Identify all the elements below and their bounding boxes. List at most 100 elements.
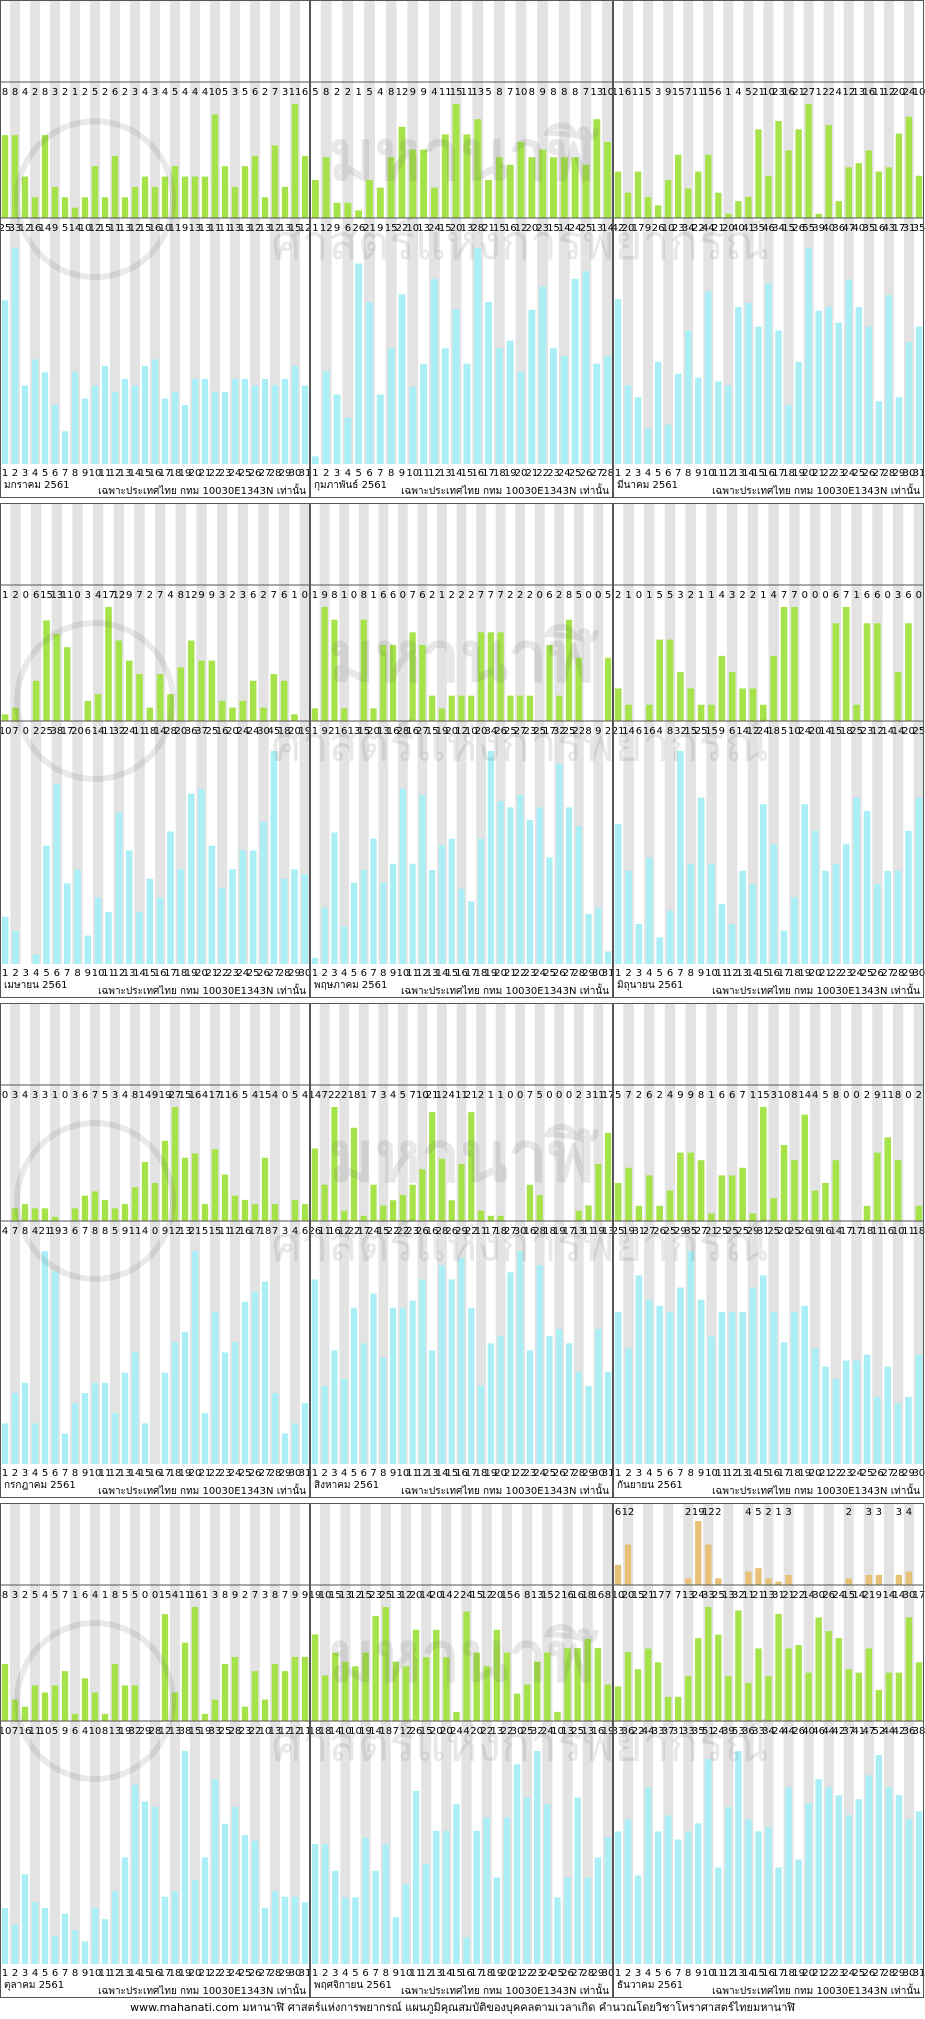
day-stripe — [50, 1003, 60, 1464]
value-label-mid: 10 — [515, 87, 528, 98]
bar-bottom — [146, 878, 154, 964]
value-label-mid: 25 — [712, 1590, 725, 1601]
day-stripe — [113, 503, 124, 964]
bar-bottom — [483, 1817, 490, 1964]
x-tick-label: 5 — [42, 1468, 48, 1479]
value-label-bottom: 34 — [484, 726, 497, 737]
day-stripe — [340, 1503, 351, 1964]
bar-mid — [845, 167, 852, 218]
value-label-bottom: 11 — [169, 223, 182, 234]
value-label-mid: 1 — [102, 1590, 108, 1601]
value-label-mid: 12 — [396, 87, 409, 98]
bar-mid — [765, 175, 772, 218]
x-tick-label: 27 — [267, 968, 280, 979]
panel-border — [0, 503, 310, 998]
day-stripe — [554, 503, 565, 964]
day-stripe — [593, 503, 604, 964]
day-stripe — [763, 0, 774, 464]
value-label-mid: 5 — [52, 1590, 58, 1601]
x-tick-label: 15 — [139, 468, 152, 479]
bar-bottom — [677, 751, 684, 964]
value-label-mid: 7 — [488, 590, 494, 601]
value-label-mid: 5 — [366, 87, 372, 98]
day-stripe — [851, 503, 862, 964]
x-tick-label: 14 — [440, 1968, 453, 1979]
value-label-bottom: 10 — [159, 223, 172, 234]
value-label-bottom: 6 — [341, 726, 347, 737]
value-label-mid: 4 — [449, 1090, 455, 1101]
value-label-mid: 5 — [102, 1090, 108, 1101]
value-label-mid: 1 — [72, 1590, 78, 1601]
value-label-bottom: 13 — [377, 726, 390, 737]
x-tick-label: 23 — [219, 1968, 232, 1979]
x-tick-label: 10 — [702, 468, 715, 479]
day-stripe — [217, 503, 228, 964]
value-label-bottom: 10 — [339, 1726, 352, 1737]
value-label-mid: 4 — [377, 87, 383, 98]
x-tick-label: 3 — [331, 968, 337, 979]
day-stripe — [290, 0, 300, 464]
value-label-bottom: 31 — [757, 1226, 770, 1237]
value-label-bottom: 23 — [239, 1726, 252, 1737]
bar-bottom — [360, 870, 367, 964]
bar-bottom — [493, 1877, 501, 1964]
value-label-mid: 14 — [309, 1090, 322, 1101]
bar-mid — [526, 1184, 534, 1221]
x-tick-label: 20 — [802, 1968, 815, 1979]
bar-bottom — [301, 874, 309, 964]
bar-bottom — [554, 1897, 561, 1964]
x-tick-label: 24 — [236, 968, 249, 979]
bar-mid — [780, 607, 788, 721]
value-label-mid: 0 — [351, 590, 357, 601]
value-label-mid: 5 — [222, 87, 228, 98]
x-tick-label: 18 — [788, 1468, 801, 1479]
x-tick-label: 10 — [89, 1968, 102, 1979]
value-label-bottom: 16 — [19, 1726, 32, 1737]
value-label-bottom: 33 — [209, 1726, 222, 1737]
bar-mid — [725, 1676, 732, 1721]
x-tick-label: 30 — [298, 968, 311, 979]
value-label-bottom: 25 — [40, 726, 53, 737]
bar-mid — [526, 695, 534, 721]
bar-mid — [749, 1213, 757, 1221]
value-label-mid: 4 — [667, 1090, 673, 1101]
value-label-bottom: 15 — [377, 1226, 390, 1237]
x-tick-label: 5 — [42, 1968, 48, 1979]
value-label-mid: 15 — [470, 1590, 483, 1601]
value-label-bottom: 13 — [581, 1726, 594, 1737]
value-label-mid: 16 — [862, 87, 875, 98]
bar-mid — [370, 1184, 377, 1221]
bar-mid — [791, 1160, 798, 1221]
bar-mid — [91, 166, 99, 218]
bar-mid — [759, 1107, 767, 1221]
x-tick-label: 30 — [912, 968, 925, 979]
value-label-bottom: 36 — [832, 223, 845, 234]
x-tick-label: 28 — [892, 1468, 905, 1479]
bar-mid — [815, 1617, 822, 1721]
value-label-bottom: 8 — [667, 726, 673, 737]
bar-bottom — [156, 897, 164, 964]
bar-mid — [412, 1629, 420, 1721]
bar-bottom — [350, 1307, 358, 1464]
value-label-mid: 5 — [292, 1090, 298, 1101]
bar-bottom — [41, 372, 49, 464]
bar-bottom — [131, 385, 139, 464]
value-label-bottom: 11 — [219, 223, 232, 234]
bar-mid — [187, 640, 195, 721]
value-label-bottom: 16 — [387, 726, 400, 737]
value-label-bottom: 11 — [299, 1726, 312, 1737]
x-tick-label: 28 — [892, 968, 905, 979]
value-label-mid: 8 — [112, 1590, 118, 1601]
bar-mid — [546, 645, 553, 721]
value-label-mid: 8 — [2, 1590, 8, 1601]
bar-mid — [430, 187, 438, 218]
bar-mid — [271, 1204, 279, 1221]
value-label-mid: 3 — [585, 1090, 591, 1101]
x-tick-label: 22 — [822, 468, 835, 479]
value-label-bottom: 34 — [772, 223, 785, 234]
value-label-mid: 6 — [729, 1090, 735, 1101]
bar-bottom — [409, 863, 416, 964]
day-stripe — [843, 1503, 854, 1964]
day-stripe — [421, 1503, 432, 1964]
